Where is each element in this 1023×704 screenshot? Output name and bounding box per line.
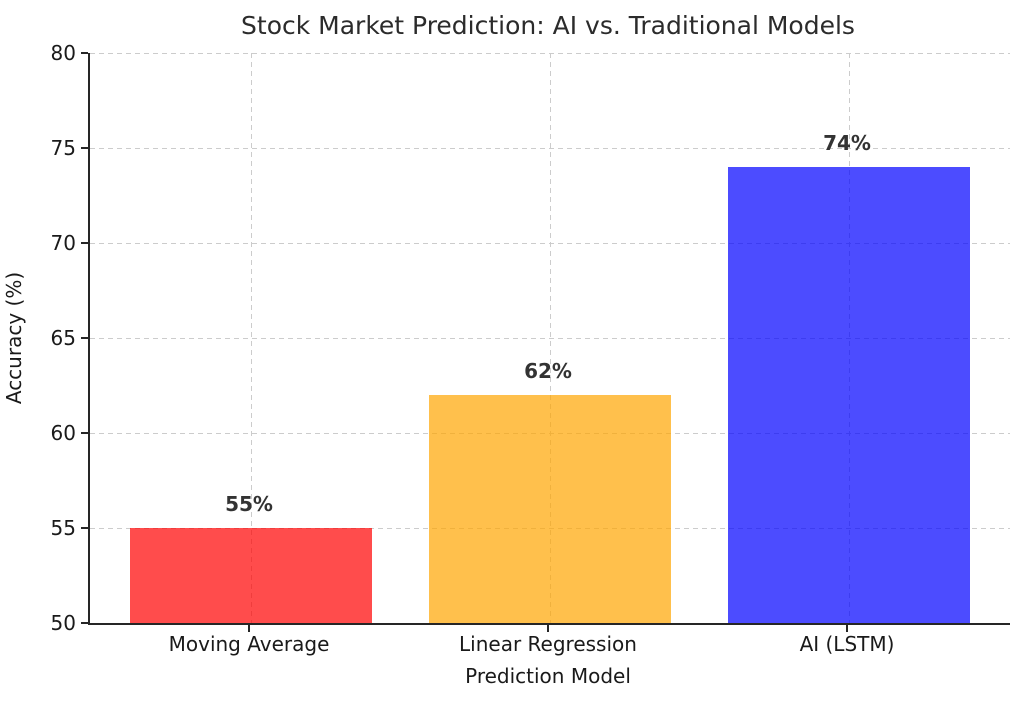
x-tick-label: AI (LSTM) bbox=[799, 632, 895, 656]
x-tick-label: Linear Regression bbox=[459, 632, 637, 656]
x-tick-label: Moving Average bbox=[168, 632, 330, 656]
y-tick-mark bbox=[81, 147, 88, 149]
y-tick-label: 80 bbox=[50, 41, 76, 65]
x-gridline bbox=[250, 53, 252, 623]
plot-area bbox=[88, 52, 1010, 625]
x-tick-mark bbox=[248, 625, 250, 632]
chart-title: Stock Market Prediction: AI vs. Traditio… bbox=[241, 11, 855, 40]
y-tick-label: 70 bbox=[50, 231, 76, 255]
bar-linear-regression bbox=[429, 395, 671, 623]
y-tick-mark bbox=[81, 622, 88, 624]
y-tick-label: 60 bbox=[50, 421, 76, 445]
y-tick-mark bbox=[81, 337, 88, 339]
y-tick-label: 55 bbox=[50, 516, 76, 540]
y-tick-label: 75 bbox=[50, 136, 76, 160]
bar-ai-lstm bbox=[728, 167, 970, 623]
y-tick-mark bbox=[81, 527, 88, 529]
bar-moving-average bbox=[130, 528, 372, 623]
y-tick-mark bbox=[81, 432, 88, 434]
bar-value-label: 55% bbox=[225, 492, 273, 516]
x-tick-mark bbox=[846, 625, 848, 632]
x-gridline bbox=[549, 53, 551, 623]
x-axis-label: Prediction Model bbox=[465, 664, 631, 688]
y-tick-mark bbox=[81, 52, 88, 54]
x-tick-mark bbox=[547, 625, 549, 632]
bar-value-label: 62% bbox=[524, 359, 572, 383]
y-tick-mark bbox=[81, 242, 88, 244]
y-tick-label: 50 bbox=[50, 611, 76, 635]
y-tick-label: 65 bbox=[50, 326, 76, 350]
bar-value-label: 74% bbox=[823, 131, 871, 155]
